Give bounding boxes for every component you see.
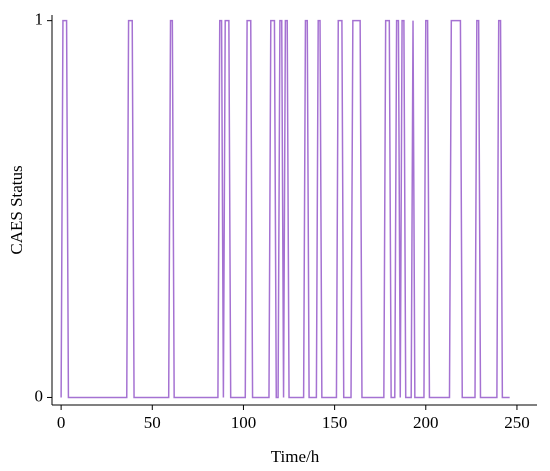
x-tick-label: 100: [231, 413, 257, 432]
x-tick-label: 50: [144, 413, 161, 432]
y-tick-label: 0: [35, 386, 44, 405]
x-tick-label: 250: [504, 413, 530, 432]
x-tick-label: 150: [322, 413, 348, 432]
y-axis-label: CAES Status: [7, 165, 26, 254]
status-line: [60, 19, 510, 399]
x-tick-label: 200: [413, 413, 439, 432]
x-axis-label: Time/h: [271, 447, 320, 466]
y-tick-label: 1: [35, 10, 44, 29]
x-tick-label: 0: [57, 413, 66, 432]
